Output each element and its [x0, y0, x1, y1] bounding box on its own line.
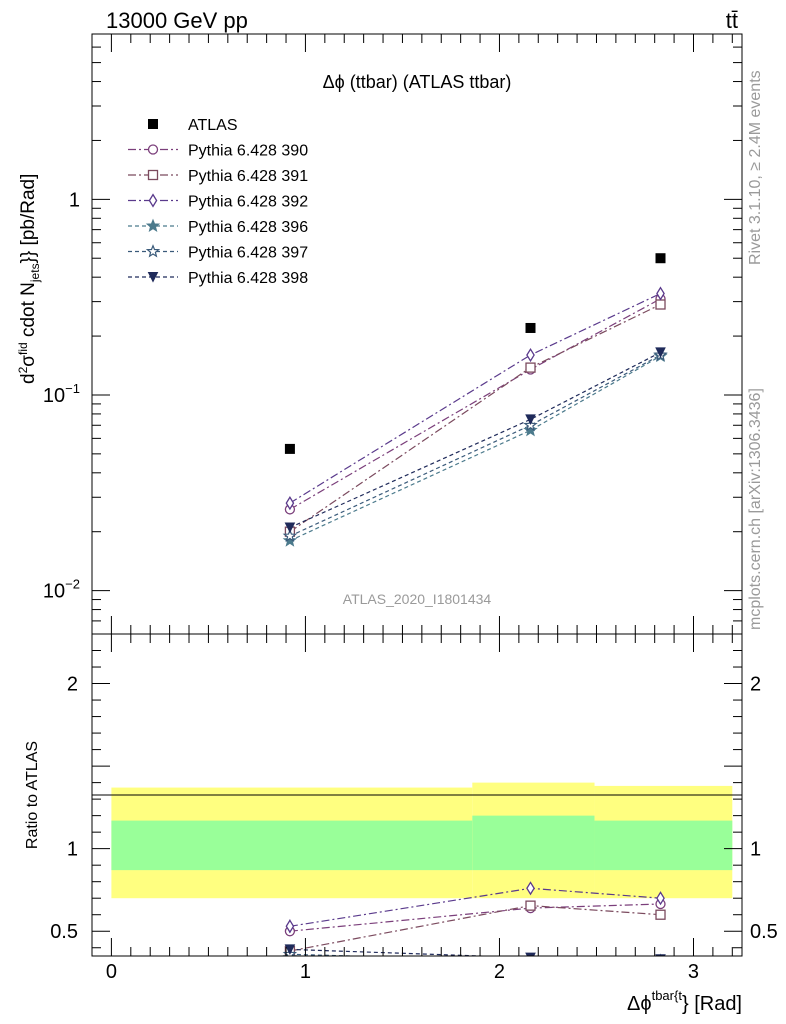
ratio-line-6 — [289, 948, 499, 956]
ratio-y-tick-label-right: 2 — [750, 674, 761, 696]
ratio-line-1 — [289, 903, 661, 932]
ratio-marker-6 — [284, 944, 296, 956]
main-y-tick-label: 10−2 — [43, 577, 80, 603]
legend-marker — [147, 272, 159, 283]
legend-marker — [147, 144, 159, 155]
series-marker-2 — [525, 362, 536, 373]
ratio-marker-4 — [525, 958, 536, 969]
plot-title: Δϕ (ttbar) (ATLAS ttbar) — [323, 72, 512, 92]
x-tick-label: 1 — [300, 961, 311, 983]
series-line-3 — [289, 292, 661, 504]
legend-marker — [145, 244, 161, 258]
x-tick-label: 3 — [688, 961, 699, 983]
series-marker-5 — [282, 528, 298, 543]
legend-label: ATLAS — [188, 117, 238, 134]
ratio-marker-4 — [659, 954, 662, 956]
main-panel: Δϕ (ttbar) (ATLAS ttbar) ATLAS_2020_I180… — [43, 33, 743, 635]
legend-label: Pythia 6.428 390 — [188, 143, 308, 160]
atlas-marker — [655, 253, 666, 264]
x-axis-label: Δϕtbar{t} [Rad] — [627, 988, 742, 1015]
ratio-marker-2 — [655, 909, 666, 920]
ratio-line-2 — [289, 904, 661, 952]
series-marker-4 — [282, 533, 298, 547]
main-axis-ticks — [92, 33, 742, 635]
header-process-label: tt̄ — [726, 8, 738, 33]
series-line-1 — [289, 298, 661, 510]
legend-marker — [145, 218, 161, 233]
main-y-tick-label: 10−1 — [43, 381, 80, 407]
main-y-tick-label: 1 — [69, 189, 80, 211]
rivet-version-label: Rivet 3.1.10, ≥ 2.4M events — [747, 70, 764, 265]
ratio-y-tick-label-right: 1 — [750, 839, 761, 861]
legend-label: Pythia 6.428 397 — [188, 245, 308, 262]
ratio-y-tick-label: 2 — [67, 674, 78, 696]
legend-label: Pythia 6.428 392 — [188, 194, 308, 211]
series-line-6 — [289, 351, 661, 529]
ratio-series-markers — [282, 881, 666, 969]
atlas-marker — [284, 443, 295, 454]
analysis-label: ATLAS_2020_I1801434 — [343, 591, 492, 607]
main-series-lines — [289, 292, 661, 542]
main-series-markers — [282, 286, 668, 547]
ratio-frame — [91, 633, 743, 957]
ratio-marker-3 — [656, 891, 665, 906]
x-tick-label: 2 — [494, 961, 505, 983]
legend-label: Pythia 6.428 396 — [188, 219, 308, 236]
series-marker-6 — [284, 522, 296, 534]
svg-text:d2σfid cdot Njets}} [pb/Rad]: d2σfid cdot Njets}} [pb/Rad] — [16, 174, 42, 384]
ratio-marker-5 — [659, 953, 662, 956]
mcplots-source-label: mcplots.cern.ch [arXiv:1306.3436] — [747, 388, 764, 630]
ratio-marker-3 — [526, 881, 535, 896]
x-tick-label: 0 — [106, 961, 117, 983]
uncertainty-bands — [111, 782, 733, 899]
svg-text:Δϕtbar{t} [Rad]: Δϕtbar{t} [Rad] — [627, 988, 742, 1015]
series-marker-6 — [525, 414, 536, 426]
ratio-axis-ticks — [92, 633, 742, 956]
legend-atlas-marker — [148, 119, 158, 129]
legend: ATLAS Pythia 6.428 390 Pythia 6.428 391 Pyt… — [128, 117, 308, 287]
ratio-marker-3 — [285, 919, 295, 934]
header-collision-label: 13000 GeV pp — [106, 8, 248, 33]
green-band — [594, 820, 733, 871]
legend-marker — [147, 169, 159, 181]
legend-label: Pythia 6.428 398 — [188, 270, 308, 287]
series-marker-3 — [526, 347, 535, 363]
ratio-y-tick-labels: 0.5 0.5 1 1 2 2 — [50, 674, 778, 944]
series-line-5 — [289, 354, 661, 537]
ratio-marker-5 — [529, 953, 532, 956]
series-marker-3 — [656, 286, 665, 301]
ratio-line-4 — [290, 958, 661, 965]
atlas-marker — [525, 322, 536, 333]
series-line-4 — [289, 355, 661, 542]
ratio-y-tick-label: 1 — [67, 839, 78, 861]
series-line-2 — [289, 303, 661, 533]
series-marker-3 — [285, 496, 295, 511]
green-band — [111, 820, 473, 871]
ratio-panel: 0.5 0.5 1 1 2 2 Ratio to ATLAS — [24, 633, 778, 969]
ratio-y-tick-label-right: 0.5 — [750, 921, 778, 943]
atlas-reference-markers — [284, 253, 666, 454]
green-band — [472, 815, 595, 871]
ratio-marker-2 — [525, 900, 536, 911]
legend-marker — [148, 193, 158, 208]
series-marker-2 — [655, 299, 666, 310]
ratio-series-lines — [289, 887, 661, 965]
series-marker-4 — [523, 422, 538, 437]
legend-label: Pythia 6.428 391 — [188, 168, 308, 185]
ratio-marker-6 — [525, 952, 536, 956]
main-y-axis-label: d2σfid cdot Njets}} [pb/Rad] — [16, 174, 42, 384]
ratio-y-tick-label: 0.5 — [50, 921, 78, 943]
main-y-tick-labels: 10−2 10−1 1 — [43, 189, 80, 602]
series-marker-6 — [655, 347, 666, 359]
x-tick-labels: 0 1 2 3 — [106, 961, 699, 983]
ratio-y-axis-label: Ratio to ATLAS — [24, 741, 41, 849]
